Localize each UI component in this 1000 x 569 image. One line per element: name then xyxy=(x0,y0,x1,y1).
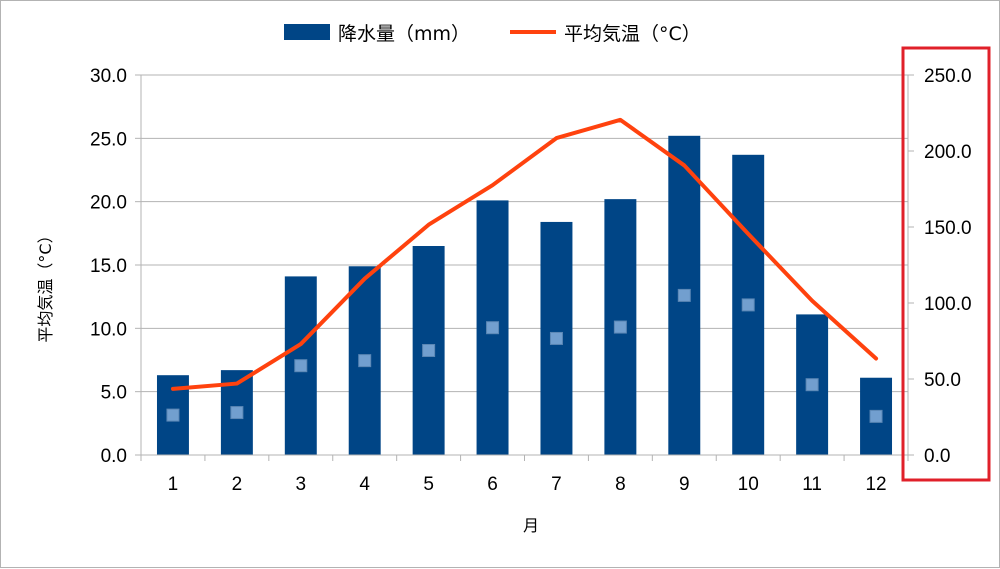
temperature-line xyxy=(170,117,879,391)
marker-point xyxy=(422,344,436,357)
x-tick-label: 2 xyxy=(232,474,243,495)
marker-point xyxy=(486,321,500,335)
legend-label-temperature: 平均気温（°C） xyxy=(564,23,701,45)
marker-point xyxy=(358,354,372,368)
left-tick-label: 5.0 xyxy=(101,383,127,404)
right-axis-highlight-box xyxy=(901,46,991,482)
right-tick-label: 200.0 xyxy=(924,142,972,163)
legend-label-precipitation: 降水量（mm） xyxy=(338,23,470,45)
x-axis-title: 月 xyxy=(523,516,539,535)
x-tick-label: 7 xyxy=(551,474,562,495)
x-tick-label: 12 xyxy=(865,474,886,495)
left-tick-label: 25.0 xyxy=(90,129,127,150)
x-tick-label: 5 xyxy=(423,474,434,495)
marker-point xyxy=(613,320,627,334)
right-tick-label: 100.0 xyxy=(924,294,972,315)
x-tick-label: 11 xyxy=(802,474,822,495)
marker-point xyxy=(549,331,563,345)
x-tick-label: 6 xyxy=(487,474,498,495)
right-tick-label: 250.0 xyxy=(924,66,972,87)
x-tick-label: 4 xyxy=(359,474,370,495)
right-tick-label: 0.0 xyxy=(924,446,950,467)
x-tick-label: 8 xyxy=(615,474,626,495)
left-tick-label: 10.0 xyxy=(90,319,127,340)
x-tick-label: 1 xyxy=(168,474,179,495)
left-tick-label: 20.0 xyxy=(90,193,127,214)
line-series xyxy=(170,117,879,391)
marker-point xyxy=(805,378,819,392)
right-tick-label: 150.0 xyxy=(924,218,972,239)
marker-point xyxy=(869,409,883,423)
x-tick-label: 3 xyxy=(296,474,307,495)
marker-series xyxy=(166,288,883,423)
left-tick-label: 30.0 xyxy=(90,66,127,87)
marker-point xyxy=(166,408,180,422)
marker-point xyxy=(294,359,308,373)
marker-point xyxy=(741,298,755,312)
y-axis-title: 平均気温（°C） xyxy=(36,227,55,342)
marker-point xyxy=(677,288,691,302)
x-tick-label: 9 xyxy=(679,474,690,495)
x-tick-label: 10 xyxy=(738,474,759,495)
right-tick-label: 50.0 xyxy=(924,370,961,391)
marker-point xyxy=(230,406,244,420)
legend-swatch-precipitation xyxy=(284,24,330,40)
legend: 降水量（mm） 平均気温（°C） xyxy=(284,23,701,45)
left-tick-label: 0.0 xyxy=(101,446,127,467)
axes: 0.05.010.015.020.025.030.00.050.0100.015… xyxy=(90,66,972,495)
left-tick-label: 15.0 xyxy=(90,256,127,277)
